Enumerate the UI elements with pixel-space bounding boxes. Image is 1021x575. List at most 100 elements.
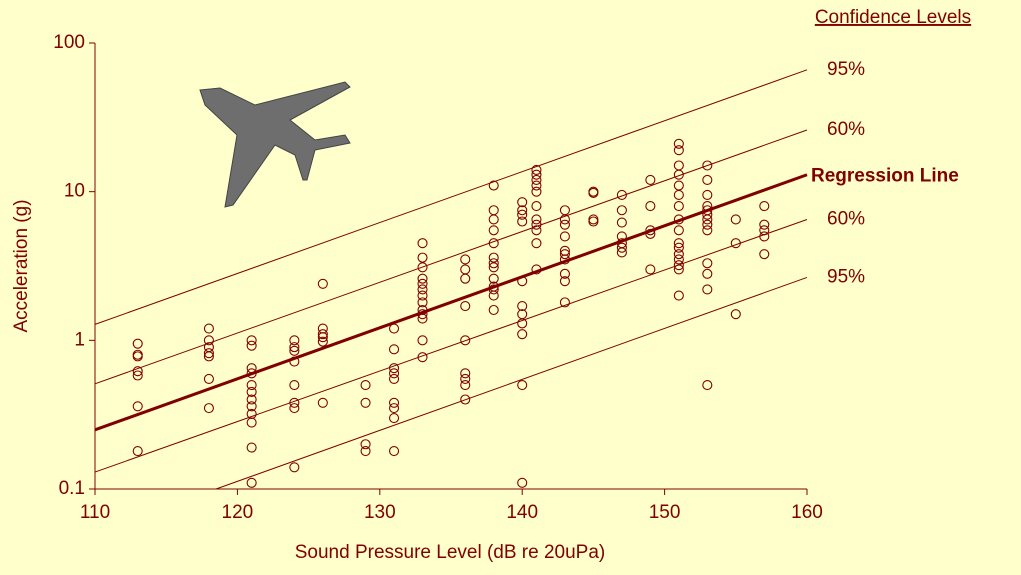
- scatter-point: [417, 238, 428, 249]
- scatter-point: [673, 180, 684, 191]
- scatter-point: [132, 401, 143, 412]
- scatter-point: [673, 160, 684, 171]
- y-tick-label: 0.1: [59, 478, 85, 499]
- scatter-point: [317, 329, 328, 340]
- scatter-point: [759, 201, 770, 212]
- scatter-point: [417, 284, 428, 295]
- scatter-point: [517, 209, 528, 220]
- scatter-point: [289, 380, 300, 391]
- scatter-point: [289, 403, 300, 414]
- scatter-point: [417, 297, 428, 308]
- scatter-point: [702, 284, 713, 295]
- scatter-point: [388, 363, 400, 374]
- y-tick-label: 10: [64, 181, 85, 202]
- scatter-point: [203, 403, 214, 414]
- confidence-line: [215, 276, 808, 490]
- scatter-point: [531, 214, 542, 225]
- scatter-point: [460, 380, 471, 391]
- scatter-point: [246, 335, 257, 346]
- scatter-point: [488, 225, 499, 236]
- scatter-point: [388, 413, 400, 424]
- scatter-point: [460, 264, 471, 275]
- scatter-point: [488, 304, 499, 316]
- scatter-point: [203, 348, 214, 359]
- scatter-point: [531, 238, 542, 249]
- scatter-point: [246, 417, 257, 428]
- x-tick-label: 130: [364, 502, 396, 523]
- scatter-point: [289, 335, 300, 346]
- scatter-point: [645, 201, 656, 212]
- scatter-point: [203, 323, 214, 334]
- scatter-point: [531, 164, 542, 175]
- scatter-point: [417, 313, 428, 324]
- scatter-point: [132, 351, 143, 362]
- scatter-point: [559, 297, 570, 308]
- scatter-point: [517, 197, 528, 208]
- scatter-point: [417, 262, 428, 273]
- scatter-point: [702, 214, 713, 225]
- scatter-point: [132, 338, 143, 349]
- scatter-point: [517, 205, 528, 216]
- scatter-point: [702, 189, 713, 201]
- y-axis-title: Acceleration (g): [11, 199, 32, 332]
- scatter-point: [673, 242, 684, 253]
- scatter-point: [673, 201, 684, 212]
- scatter-point: [488, 180, 499, 191]
- x-axis-title: Sound Pressure Level (dB re 20uPa): [295, 542, 606, 563]
- scatter-point: [616, 242, 627, 253]
- x-tick-label: 140: [506, 502, 538, 523]
- scatter-point: [531, 201, 542, 212]
- scatter-point: [759, 219, 770, 230]
- scatter-point: [673, 145, 684, 156]
- scatter-point: [317, 332, 328, 343]
- scatter-point: [488, 290, 499, 301]
- scatter-point: [730, 214, 741, 225]
- scatter-point: [460, 301, 471, 312]
- scatter-point: [559, 219, 570, 230]
- confidence-line: [94, 129, 808, 385]
- scatter-point: [616, 217, 627, 228]
- legend-title: Confidence Levels: [815, 7, 971, 28]
- scatter-point: [673, 138, 684, 149]
- scatter-point: [246, 386, 257, 397]
- scatter-point: [531, 180, 542, 191]
- scatter-point: [588, 214, 599, 225]
- scatter-point: [559, 268, 570, 279]
- scatter-point: [203, 373, 214, 384]
- scatter-point: [488, 205, 499, 216]
- scatter-point: [673, 169, 684, 180]
- scatter-point: [616, 247, 627, 258]
- y-tick-label: 1: [74, 329, 85, 350]
- x-tick-label: 120: [222, 502, 254, 523]
- line-label: Regression Line: [811, 166, 959, 187]
- scatter-point: [559, 249, 570, 260]
- scatter-point: [517, 329, 528, 340]
- scatter-point: [559, 231, 570, 242]
- scatter-point: [417, 273, 428, 284]
- scatter-point: [388, 344, 400, 355]
- scatter-point: [246, 394, 257, 405]
- line-label: 60%: [827, 119, 865, 140]
- scatter-point: [673, 238, 684, 249]
- scatter-point: [388, 373, 400, 384]
- line-label: 60%: [827, 208, 865, 229]
- scatter-point: [702, 160, 713, 171]
- scatter-point: [132, 370, 143, 381]
- scatter-point: [488, 262, 499, 273]
- scatter-point: [360, 380, 371, 391]
- line-label: 95%: [827, 59, 865, 80]
- scatter-point: [517, 380, 528, 391]
- scatter-point: [759, 249, 770, 260]
- scatter-point: [488, 252, 499, 263]
- scatter-point: [417, 252, 428, 263]
- scatter-point: [388, 403, 400, 414]
- scatter-point: [673, 260, 684, 271]
- scatter-point: [360, 445, 371, 457]
- scatter-point: [317, 397, 328, 408]
- scatter-point: [673, 189, 684, 201]
- scatter-point: [388, 368, 400, 379]
- scatter-point: [517, 477, 528, 488]
- scatter-point: [673, 225, 684, 236]
- scatter-point: [360, 439, 371, 450]
- scatter-point: [460, 394, 471, 405]
